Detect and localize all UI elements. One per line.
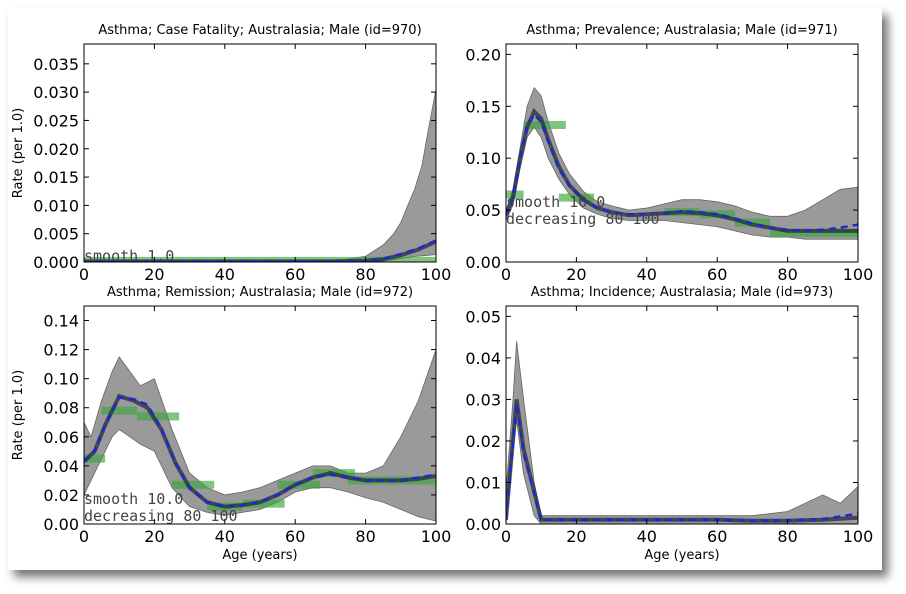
x-tick-label: 60	[285, 265, 305, 284]
plot-area	[84, 89, 436, 262]
y-tick-label: 0.005	[33, 225, 79, 244]
y-tick-label: 0.030	[33, 83, 79, 102]
chart-panel-1: smooth 1.00 20 40 60 80 100 0.000 0.005 0.010 0.0…	[11, 23, 451, 284]
y-tick-label: 0.00	[465, 253, 501, 272]
x-tick-label: 80	[777, 527, 797, 546]
chart-title: Asthma; Prevalence; Australasia; Male (i…	[526, 23, 837, 38]
x-tick-label: 60	[707, 527, 727, 546]
x-tick-label: 60	[285, 527, 305, 546]
x-tick-label: 20	[566, 265, 586, 284]
x-tick-label: 20	[144, 265, 164, 284]
y-tick-label: 0.15	[465, 97, 501, 116]
x-tick-label: 40	[215, 265, 235, 284]
y-tick-label: 0.10	[43, 370, 79, 389]
y-tick-label: 0.06	[43, 428, 79, 447]
y-tick-label: 0.05	[465, 201, 501, 220]
chart-title: Asthma; Remission; Australasia; Male (id…	[107, 285, 413, 300]
mean-line	[506, 112, 858, 233]
x-tick-label: 40	[215, 527, 235, 546]
uncertainty-band	[506, 341, 858, 524]
x-tick-label: 20	[144, 527, 164, 546]
annotation-text: decreasing 80 100	[84, 507, 238, 525]
axes-frame	[83, 43, 437, 263]
x-tick-label: 100	[843, 265, 874, 284]
y-axis-label: Rate (per 1.0)	[11, 370, 26, 461]
x-tick-label: 40	[637, 265, 657, 284]
plot-area	[84, 349, 436, 522]
annotation-text: smooth 10.0	[506, 193, 605, 211]
y-tick-label: 0.000	[33, 253, 79, 272]
annotation-text: smooth 10.0	[84, 490, 183, 508]
data-bar	[136, 412, 180, 421]
y-tick-label: 0.010	[33, 196, 79, 215]
chart-title: Asthma; Incidence; Australasia; Male (id…	[531, 285, 834, 300]
y-tick-label: 0.035	[33, 55, 79, 74]
data-bar	[172, 480, 215, 489]
y-tick-label: 0.20	[465, 45, 501, 64]
chart-panel-4: 0 20 40 60 80 100 0.00 0.01 0.02 0.03 0.04 0.05 Asth…	[465, 285, 873, 563]
data-bar	[84, 454, 106, 463]
y-tick-label: 0.015	[33, 168, 79, 187]
uncertainty-band	[84, 89, 436, 262]
axes-frame	[83, 305, 437, 525]
y-tick-label: 0.00	[43, 515, 79, 534]
y-tick-label: 0.02	[465, 432, 501, 451]
x-tick-label: 80	[355, 527, 375, 546]
chart-title: Asthma; Case Fatality; Australasia; Male…	[98, 23, 421, 38]
x-tick-label: 60	[707, 265, 727, 284]
figure-frame	[8, 8, 882, 570]
axes-frame	[505, 43, 859, 263]
x-tick-label: 0	[79, 265, 89, 284]
mean-line	[506, 403, 858, 522]
y-tick-label: 0.020	[33, 140, 79, 159]
plot-area	[506, 86, 858, 240]
x-tick-label: 80	[777, 265, 797, 284]
x-axis-label: Age (years)	[222, 548, 297, 563]
y-tick-label: 0.10	[465, 149, 501, 168]
x-tick-label: 20	[566, 527, 586, 546]
x-tick-label: 80	[355, 265, 375, 284]
data-bar	[101, 406, 137, 415]
y-tick-label: 0.08	[43, 399, 79, 418]
y-tick-label: 0.02	[43, 486, 79, 505]
annotation-text: decreasing 80 100	[506, 210, 660, 228]
y-tick-label: 0.00	[465, 515, 501, 534]
median-line	[506, 399, 858, 523]
mean-line	[84, 396, 436, 508]
x-tick-label: 40	[637, 527, 657, 546]
y-tick-label: 0.12	[43, 341, 79, 360]
x-tick-label: 100	[843, 527, 874, 546]
data-bar	[242, 499, 285, 508]
y-tick-label: 0.025	[33, 111, 79, 130]
data-bar	[558, 193, 594, 202]
y-tick-label: 0.01	[465, 473, 501, 492]
axes-frame	[505, 305, 859, 525]
y-tick-label: 0.14	[43, 312, 79, 331]
x-tick-label: 100	[421, 265, 452, 284]
annotation-text: smooth 1.0	[84, 247, 174, 265]
x-tick-label: 0	[79, 527, 89, 546]
y-tick-label: 0.04	[43, 457, 79, 476]
x-axis-label: Age (years)	[644, 548, 719, 563]
x-tick-label: 100	[421, 527, 452, 546]
y-tick-label: 0.05	[465, 307, 501, 326]
mean-line	[84, 239, 436, 262]
plot-area	[506, 341, 858, 524]
y-tick-label: 0.03	[465, 390, 501, 409]
data-bar	[770, 228, 858, 237]
y-axis-label: Rate (per 1.0)	[11, 108, 26, 199]
y-tick-label: 0.04	[465, 349, 501, 368]
x-tick-label: 0	[501, 527, 511, 546]
x-tick-label: 0	[501, 265, 511, 284]
